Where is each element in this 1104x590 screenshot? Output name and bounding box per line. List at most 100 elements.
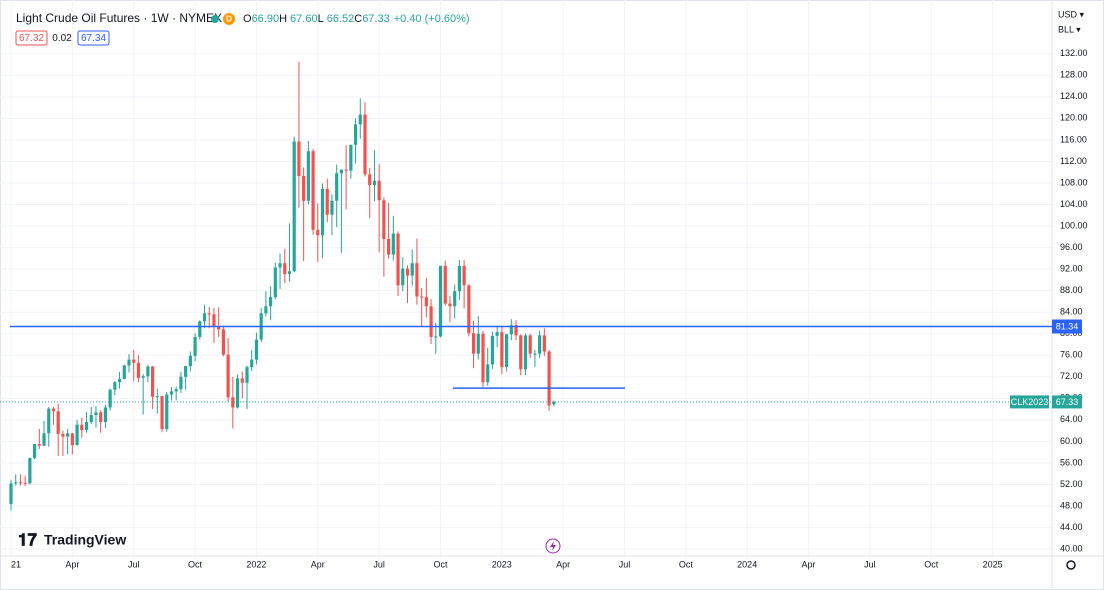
ohlc-label: O <box>243 13 252 25</box>
candle-body <box>132 359 136 363</box>
candle-body <box>372 180 377 186</box>
x-tick-label: Apr <box>65 559 79 569</box>
candle-body <box>523 335 528 370</box>
y-tick-label: 124.00 <box>1060 91 1088 101</box>
candle-body <box>80 424 84 431</box>
candle-body <box>198 321 202 337</box>
candle-body <box>103 407 107 423</box>
candle-body <box>269 297 273 307</box>
grid <box>0 0 1052 555</box>
y-tick-label: 64.00 <box>1060 414 1083 424</box>
candle-body <box>306 151 310 201</box>
candle-body <box>391 233 395 255</box>
candles <box>9 61 556 511</box>
y-tick-label: 48.00 <box>1060 500 1083 510</box>
candle-body <box>264 306 268 314</box>
y-tick-label: 108.00 <box>1060 177 1088 187</box>
candle-body <box>37 444 41 446</box>
candle-body <box>33 444 37 459</box>
candle-body <box>429 306 433 337</box>
candle-body <box>283 263 287 274</box>
candle-body <box>486 364 490 383</box>
candle-body <box>396 233 400 286</box>
y-tick-label: 52.00 <box>1060 479 1083 489</box>
candle-body <box>292 141 296 272</box>
candle-body <box>424 297 428 307</box>
candle-body <box>302 175 306 201</box>
currency[interactable]: USD ▾ <box>1058 9 1085 19</box>
candle-body <box>547 351 551 406</box>
x-tick-label: Apr <box>802 559 816 569</box>
candle-body <box>538 335 542 354</box>
candle-body <box>353 124 358 145</box>
candle-body <box>368 174 372 186</box>
candle-body <box>18 482 23 484</box>
unit[interactable]: BLL ▾ <box>1058 24 1081 34</box>
y-tick-label: 44.00 <box>1060 522 1083 532</box>
candle-body <box>434 336 438 338</box>
candle-body <box>495 332 499 336</box>
candle-body <box>202 313 207 322</box>
candle-body <box>358 114 362 125</box>
candle-body <box>462 265 466 286</box>
delay-badge <box>223 13 235 25</box>
bid-box[interactable] <box>15 30 48 46</box>
y-tick-label: 92.00 <box>1060 263 1083 273</box>
y-tick-label: 104.00 <box>1060 199 1088 209</box>
candle-body <box>169 391 174 395</box>
candle-body <box>528 335 532 354</box>
y-tick-label: 112.00 <box>1060 156 1087 166</box>
candle-body <box>155 396 159 398</box>
x-tick-label: Oct <box>679 559 694 569</box>
candle-body <box>552 401 556 405</box>
symbol-tag-label: CLK2023 <box>1011 397 1049 407</box>
candle-body <box>179 376 183 390</box>
settings[interactable] <box>1066 560 1076 570</box>
candle-body <box>23 482 27 484</box>
y-tick-label: 40.00 <box>1060 543 1083 553</box>
candle-body <box>226 354 230 398</box>
candle-body <box>514 325 518 336</box>
logo-mark: 𝟏𝟕 <box>18 530 37 549</box>
candle-body <box>420 296 424 298</box>
ohlc-label: H <box>279 13 287 25</box>
candle-body <box>297 141 301 176</box>
x-tick-label: Jul <box>864 559 876 569</box>
ask-box[interactable] <box>77 30 110 46</box>
price-tag-label: 67.33 <box>1056 397 1079 407</box>
candle-body <box>316 229 320 236</box>
price-tag <box>1052 319 1082 334</box>
candle-body <box>250 359 254 368</box>
y-tick-label: 60.00 <box>1060 436 1083 446</box>
price-tag <box>1052 395 1082 409</box>
candle-body <box>94 412 98 416</box>
candle-body <box>99 412 103 423</box>
candle-body <box>122 365 126 379</box>
candle-body <box>387 238 391 255</box>
candle-body <box>75 424 79 446</box>
candle-body <box>519 335 523 370</box>
candle-body <box>344 169 348 171</box>
candle-body <box>240 378 244 383</box>
y-tick-label: 56.00 <box>1060 457 1083 467</box>
market-status <box>211 15 219 23</box>
y-tick-label: 120.00 <box>1060 113 1088 123</box>
ohlc-legend: O66.90H 67.60L 66.52C67.33 +0.40 (+0.60%) <box>243 13 470 25</box>
candle-body <box>66 433 70 437</box>
candle-body <box>56 411 60 434</box>
candle-body <box>207 313 211 315</box>
candle-body <box>165 394 169 430</box>
candle-body <box>490 335 495 365</box>
candle-body <box>335 173 339 201</box>
spread: 0.02 <box>52 33 72 44</box>
candle-body <box>500 332 504 368</box>
candle-body <box>174 389 178 392</box>
candle-body <box>61 433 65 437</box>
ohlc-value: +0.40 (+0.60%) <box>394 13 470 25</box>
y-tick-label: 76.00 <box>1060 350 1083 360</box>
ohlc-label: C <box>354 13 362 25</box>
candle-body <box>278 263 282 268</box>
candle-body <box>231 397 235 408</box>
